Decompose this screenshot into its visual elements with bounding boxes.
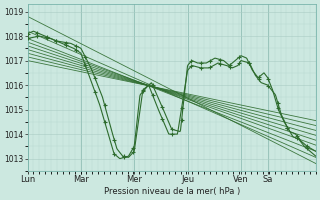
X-axis label: Pression niveau de la mer( hPa ): Pression niveau de la mer( hPa ) — [104, 187, 240, 196]
